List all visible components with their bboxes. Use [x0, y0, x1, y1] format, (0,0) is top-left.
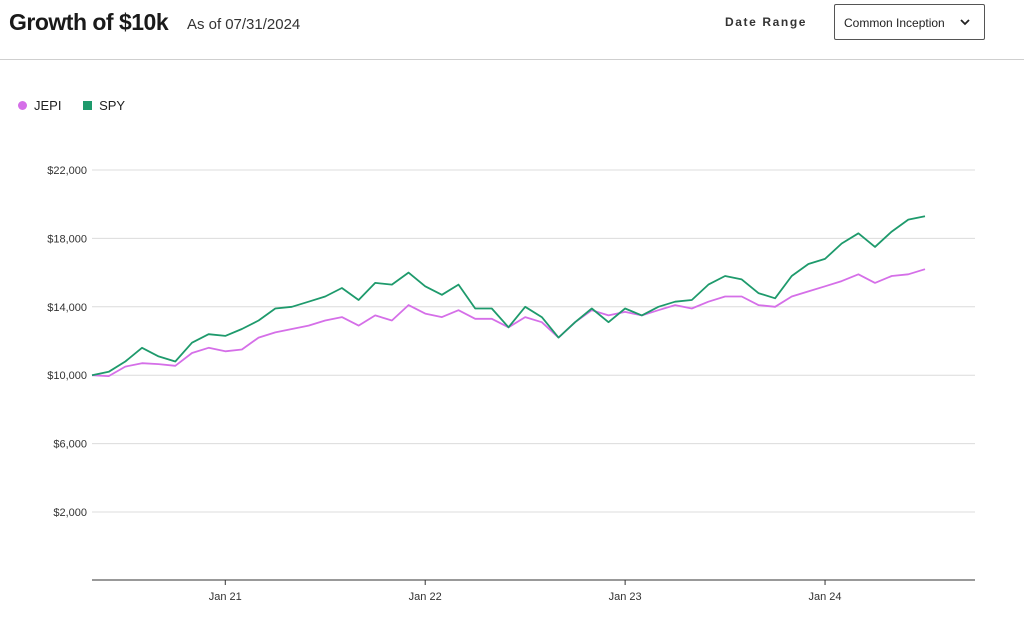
date-range-value: Common Inception — [844, 16, 945, 30]
legend-spy-marker — [83, 101, 93, 111]
as-of-date: 07/31/2024 — [225, 16, 301, 33]
x-tick-label: Jan 23 — [609, 591, 642, 603]
legend-spy-label: SPY — [99, 98, 126, 113]
y-tick-label: $10,000 — [47, 370, 87, 382]
header: Growth of $10k As of 07/31/2024 Date Rang… — [0, 0, 1024, 60]
legend-item-jepi[interactable]: JEPI — [18, 98, 61, 113]
y-tick-label: $14,000 — [47, 302, 87, 314]
legend-item-spy[interactable]: SPY — [83, 98, 125, 113]
date-range-label: Date Range — [725, 15, 808, 29]
series-line-spy — [91, 215, 926, 377]
x-tick-label: Jan 24 — [809, 591, 842, 603]
chevron-down-icon — [960, 19, 970, 26]
y-tick-label: $6,000 — [53, 439, 87, 451]
x-tick-label: Jan 22 — [409, 591, 442, 603]
y-tick-label: $2,000 — [53, 507, 87, 519]
page-title: Growth of $10k — [9, 9, 169, 35]
series-line-jepi — [91, 268, 926, 378]
as-of-prefix: As of — [187, 16, 222, 33]
growth-chart: $2,000 $6,000 $10,000 $14,000 $18,000 $22,000… — [47, 165, 975, 603]
x-tick-label: Jan 21 — [209, 591, 242, 603]
as-of-text: As of 07/31/2024 — [187, 16, 300, 33]
legend-jepi-marker — [18, 101, 27, 111]
chart-legend: JEPI SPY — [18, 98, 143, 113]
y-tick-label: $18,000 — [47, 233, 87, 245]
legend-jepi-label: JEPI — [34, 98, 62, 113]
y-tick-label: $22,000 — [47, 165, 87, 177]
date-range-select[interactable]: Common Inception — [834, 4, 985, 40]
